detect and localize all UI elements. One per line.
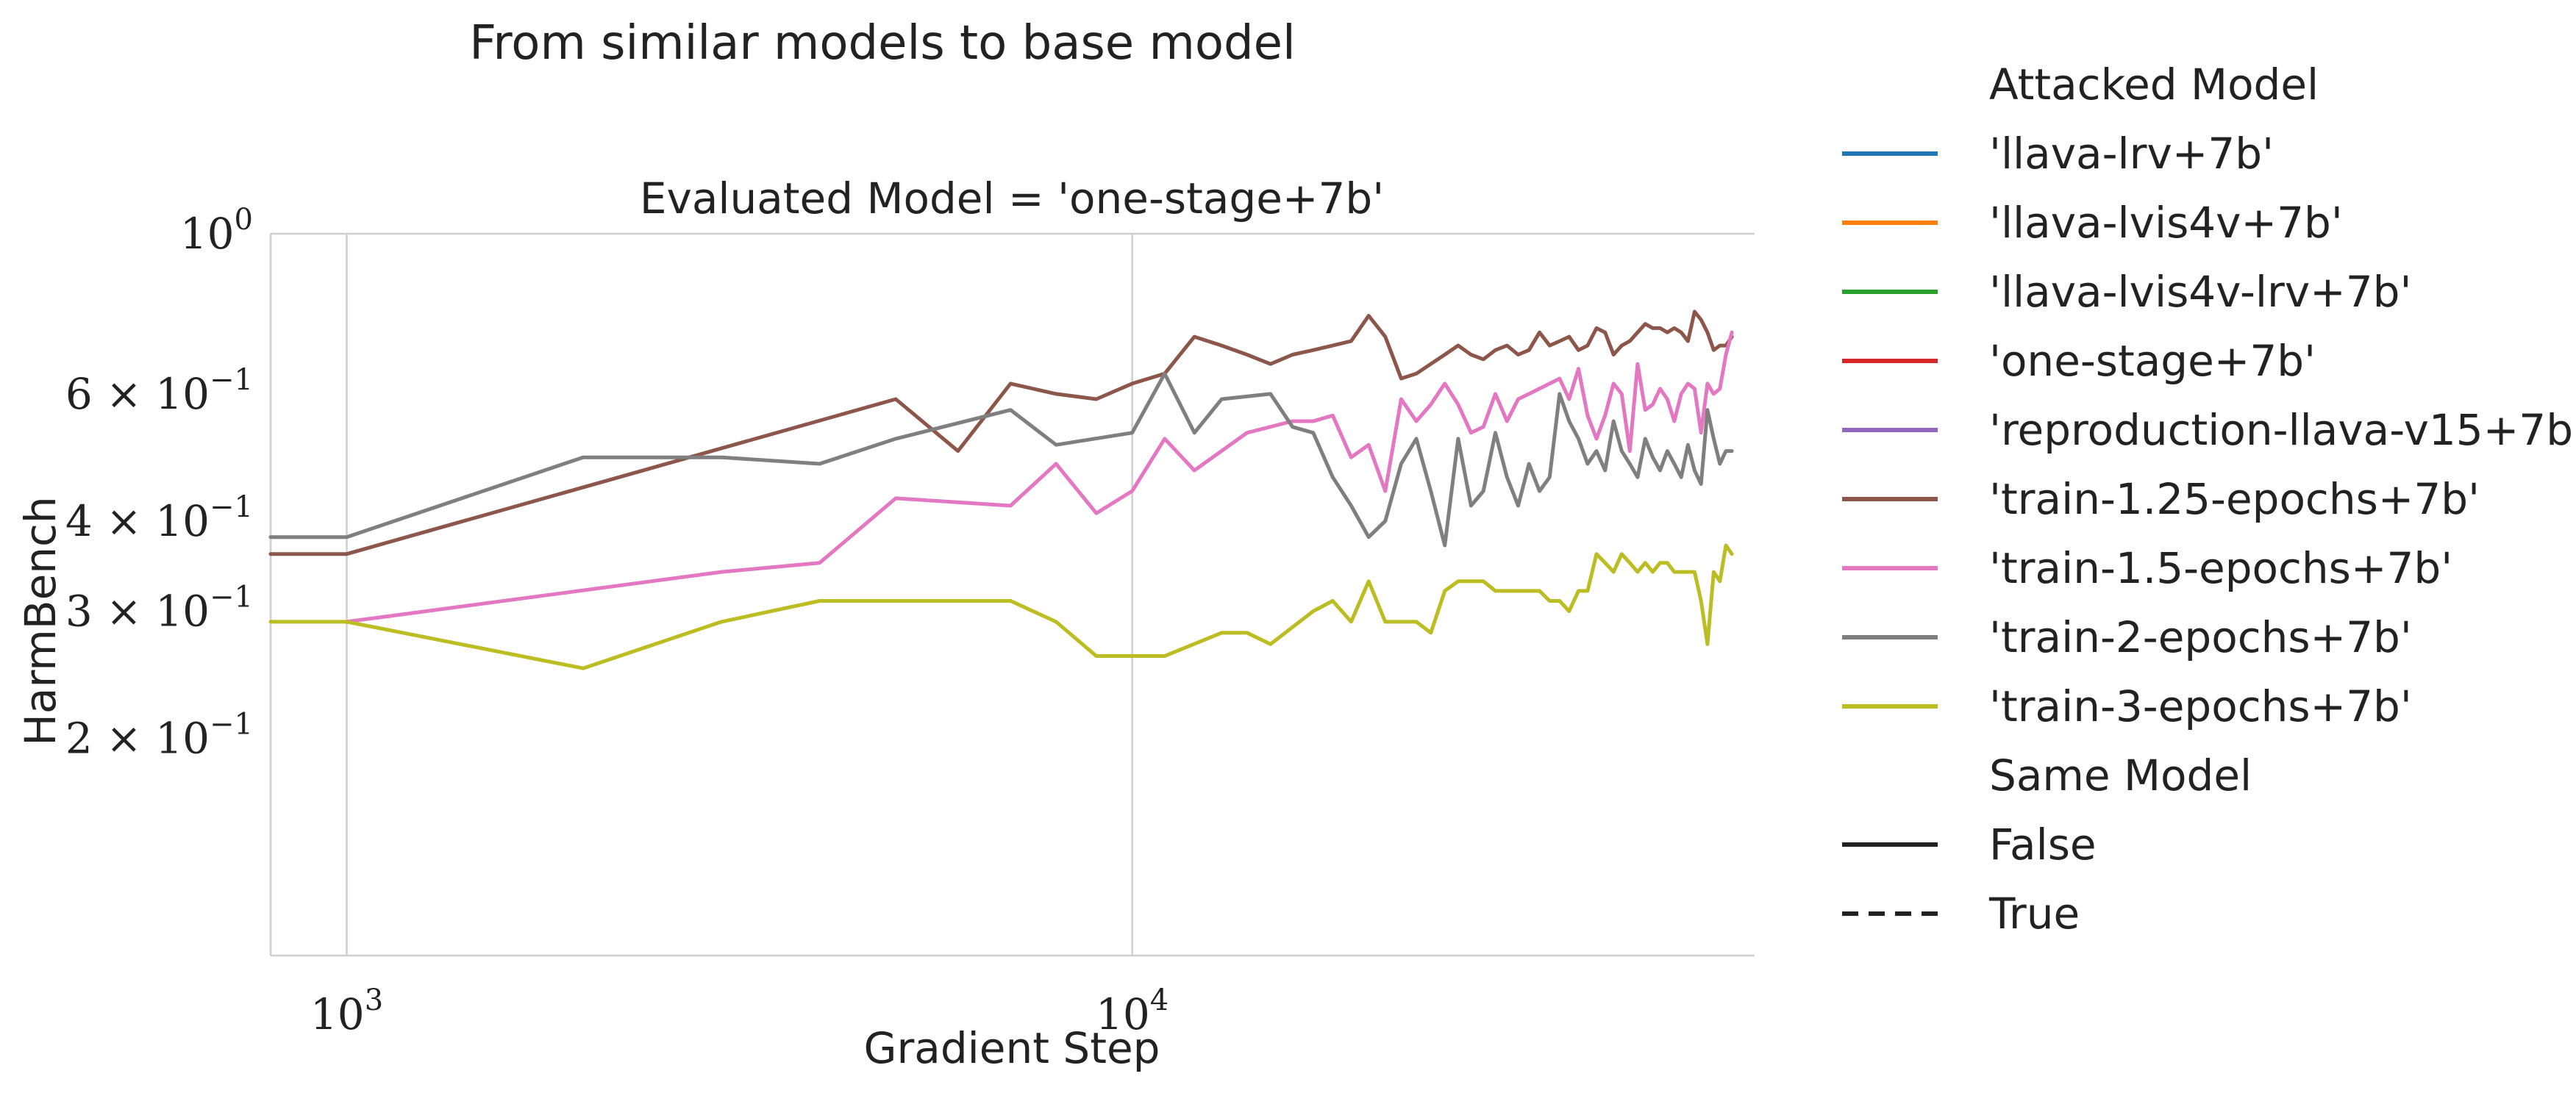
grid <box>346 234 1133 956</box>
legend-label-6: 'train-1.5-epochs+7b' <box>1989 543 2452 593</box>
legend-style-title: Same Model <box>1989 750 2252 800</box>
legend-hue-title: Attacked Model <box>1989 60 2319 110</box>
legend-style-label-1: True <box>1988 889 2080 939</box>
y-tick-label-0: 100 <box>180 203 253 259</box>
plot-lines <box>268 309 1734 670</box>
series-line-2 <box>268 371 1734 548</box>
x-axis-label: Gradient Step <box>864 1023 1160 1073</box>
chart-subtitle: Evaluated Model = 'one-stage+7b' <box>640 173 1384 223</box>
x-tick-label-1: 104 <box>1096 983 1169 1039</box>
x-tick-labels: 103 104 <box>310 983 1169 1039</box>
legend-label-7: 'train-2-epochs+7b' <box>1989 612 2412 662</box>
y-axis-label: HarmBench <box>15 496 65 745</box>
x-tick-label-0: 103 <box>310 983 383 1039</box>
y-tick-label-1: 6 × 10−1 <box>65 363 253 419</box>
legend: Attacked Model 'llava-lrv+7b' 'llava-lvis4… <box>1842 60 2576 939</box>
legend-label-8: 'train-3-epochs+7b' <box>1989 681 2412 731</box>
y-tick-label-2: 4 × 10−1 <box>65 490 253 546</box>
series-line-1 <box>345 330 1734 624</box>
legend-label-1: 'llava-lvis4v+7b' <box>1989 198 2343 248</box>
series-line-3 <box>268 543 1734 670</box>
y-tick-label-3: 3 × 10−1 <box>65 580 253 636</box>
y-tick-label-4: 2 × 10−1 <box>65 707 253 763</box>
legend-label-0: 'llava-lrv+7b' <box>1989 129 2274 179</box>
series-line-0 <box>268 309 1734 556</box>
legend-label-3: 'one-stage+7b' <box>1989 336 2316 386</box>
chart-title: From similar models to base model <box>469 16 1296 71</box>
legend-label-2: 'llava-lvis4v-lrv+7b' <box>1989 267 2411 317</box>
axes <box>269 232 1755 957</box>
legend-label-4: 'reproduction-llava-v15+7b' <box>1989 405 2576 455</box>
legend-style-label-0: False <box>1989 820 2097 870</box>
legend-label-5: 'train-1.25-epochs+7b' <box>1989 474 2480 524</box>
y-tick-labels: 100 6 × 10−1 4 × 10−1 3 × 10−1 2 × 10−1 <box>65 203 253 763</box>
